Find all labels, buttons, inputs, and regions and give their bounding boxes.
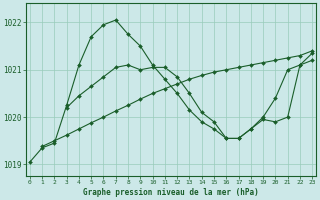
X-axis label: Graphe pression niveau de la mer (hPa): Graphe pression niveau de la mer (hPa) [83,188,259,197]
